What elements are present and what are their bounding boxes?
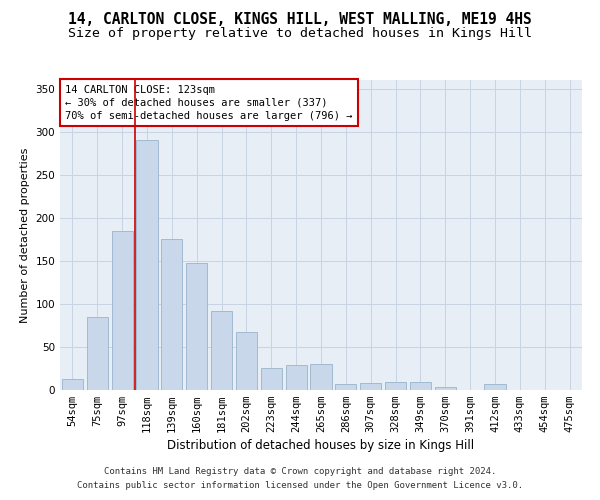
Text: Contains public sector information licensed under the Open Government Licence v3: Contains public sector information licen… xyxy=(77,481,523,490)
Text: Size of property relative to detached houses in Kings Hill: Size of property relative to detached ho… xyxy=(68,28,532,40)
Bar xyxy=(261,368,282,390)
Bar xyxy=(161,240,182,390)
Bar xyxy=(62,379,83,390)
Bar xyxy=(435,386,456,390)
Bar xyxy=(410,382,431,390)
Text: Contains HM Land Registry data © Crown copyright and database right 2024.: Contains HM Land Registry data © Crown c… xyxy=(104,467,496,476)
Bar xyxy=(112,230,133,390)
Bar xyxy=(236,332,257,390)
Text: 14, CARLTON CLOSE, KINGS HILL, WEST MALLING, ME19 4HS: 14, CARLTON CLOSE, KINGS HILL, WEST MALL… xyxy=(68,12,532,28)
Bar xyxy=(211,311,232,390)
Bar xyxy=(136,140,158,390)
Bar xyxy=(484,384,506,390)
Bar xyxy=(310,364,332,390)
Bar xyxy=(335,384,356,390)
Bar xyxy=(186,264,207,390)
Text: 14 CARLTON CLOSE: 123sqm
← 30% of detached houses are smaller (337)
70% of semi-: 14 CARLTON CLOSE: 123sqm ← 30% of detach… xyxy=(65,84,353,121)
Bar xyxy=(360,383,381,390)
X-axis label: Distribution of detached houses by size in Kings Hill: Distribution of detached houses by size … xyxy=(167,440,475,452)
Bar xyxy=(286,365,307,390)
Bar xyxy=(87,317,108,390)
Y-axis label: Number of detached properties: Number of detached properties xyxy=(20,148,30,322)
Bar xyxy=(385,382,406,390)
